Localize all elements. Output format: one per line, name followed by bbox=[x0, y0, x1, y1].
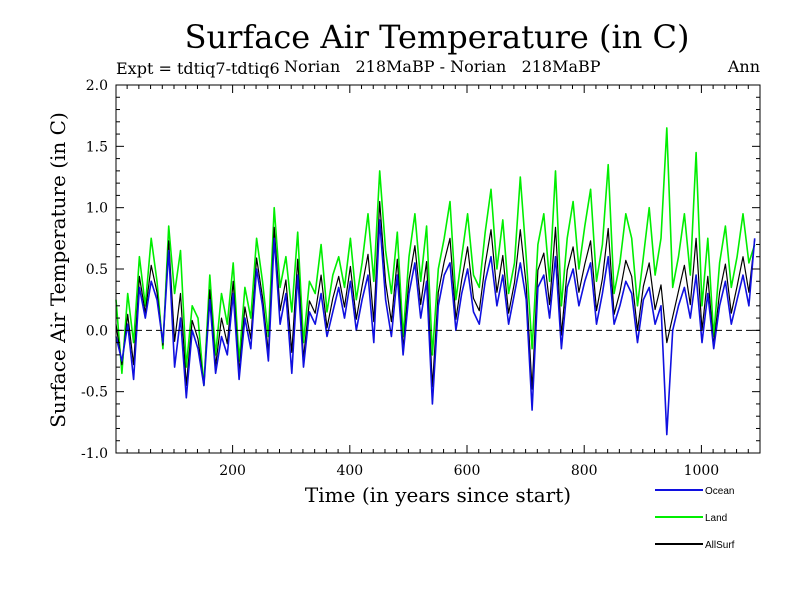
y-tick-label: -0.5 bbox=[81, 385, 108, 401]
x-axis-label: Time (in years since start) bbox=[305, 483, 571, 507]
season-label: Ann bbox=[727, 57, 760, 76]
x-tick-label: 1000 bbox=[684, 463, 720, 479]
y-tick-label: 2.0 bbox=[86, 78, 108, 94]
x-tick-label: 400 bbox=[336, 463, 363, 479]
x-tick-label: 600 bbox=[454, 463, 481, 479]
y-axis-label: Surface Air Temperature (in C) bbox=[46, 112, 70, 428]
legend-ocean-label: Ocean bbox=[705, 486, 734, 497]
y-tick-label: 0.0 bbox=[86, 323, 108, 339]
period-label: Norian 218MaBP - Norian 218MaBP bbox=[284, 57, 601, 76]
legend-allsurf-label: AllSurf bbox=[705, 540, 735, 551]
experiment-label: Expt = tdtiq7-tdtiq6 bbox=[116, 59, 280, 78]
x-tick-label: 800 bbox=[571, 463, 598, 479]
x-tick-label: 200 bbox=[219, 463, 246, 479]
chart-title: Surface Air Temperature (in C) bbox=[185, 18, 690, 56]
y-tick-label: -1.0 bbox=[81, 446, 108, 462]
y-tick-label: 0.5 bbox=[86, 262, 108, 278]
legend: Ocean Land AllSurf bbox=[655, 486, 735, 551]
series-layer bbox=[115, 127, 756, 436]
y-tick-label: 1.5 bbox=[86, 139, 108, 155]
series-line-ocean bbox=[115, 219, 756, 436]
series-line-allsurf bbox=[115, 200, 756, 390]
y-tick-label: 1.0 bbox=[86, 201, 108, 217]
axis-layer: 200 400 600 800 1000 -1.0 -0.5 0.0 0.5 1.0 1.5 2.0 bbox=[81, 78, 761, 479]
series-line-land bbox=[115, 127, 756, 387]
legend-land-label: Land bbox=[705, 513, 727, 524]
